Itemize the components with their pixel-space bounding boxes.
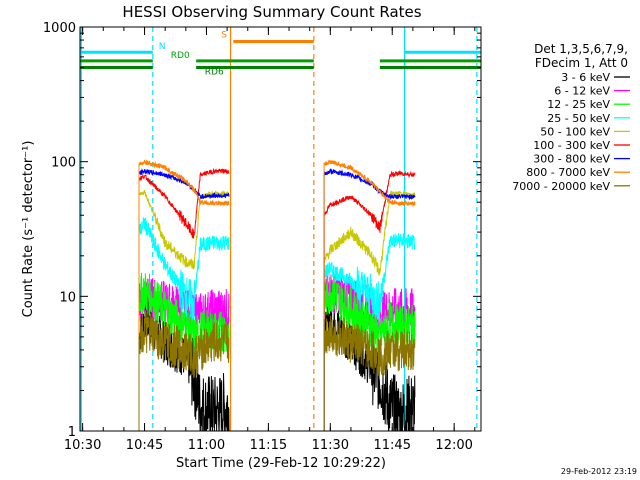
legend-label-4: 25 - 50 keV: [547, 112, 610, 125]
x-axis-label: Start Time (29-Feb-12 10:29:22): [176, 456, 386, 471]
series-5-segment-2: [323, 190, 416, 431]
x-tick-label-1130: 11:30: [312, 438, 349, 453]
chart-title: HESSI Observing Summary Count Rates: [122, 3, 421, 21]
y-tick-label-1000: 1000: [43, 21, 76, 36]
series-4-segment-1: [138, 217, 230, 431]
series-6-segment-2: [323, 170, 416, 431]
legend-label-2: 6 - 12 keV: [554, 85, 610, 98]
y-axis-label: Count Rate (s⁻¹ detector⁻¹): [21, 141, 36, 318]
series-9-segment-1: [138, 310, 230, 431]
x-tick-label-1100: 11:00: [188, 438, 225, 453]
legend-header-line-2: FDecim 1, Att 0: [535, 56, 628, 70]
footer-timestamp: 29-Feb-2012 23:19: [561, 467, 637, 476]
flag-label-s: S: [221, 31, 227, 41]
y-tick-label-100: 100: [51, 156, 76, 171]
series-7-segment-2: [323, 167, 416, 431]
legend-label-8: 800 - 7000 keV: [526, 166, 610, 179]
legend-label-1: 3 - 6 keV: [561, 71, 610, 84]
legend-label-7: 300 - 800 keV: [533, 153, 610, 166]
flag-label-n: N: [159, 42, 166, 52]
series-7-segment-1: [138, 168, 230, 431]
series-9-segment-2: [323, 315, 416, 431]
flag-label-rd0: RD0: [171, 51, 190, 61]
x-tick-label-1145: 11:45: [374, 438, 411, 453]
series-4-segment-2: [323, 232, 416, 431]
legend: Det 1,3,5,6,7,9, FDecim 1, Att 0 3 - 6 k…: [512, 42, 630, 193]
legend-label-5: 50 - 100 keV: [540, 125, 610, 138]
flag-label-rd6: RD6: [205, 68, 224, 78]
x-tick-label-1030: 10:30: [64, 438, 101, 453]
x-tick-label-1045: 10:45: [126, 438, 163, 453]
legend-label-6: 100 - 300 keV: [533, 139, 610, 152]
y-tick-label-1: 1: [68, 425, 76, 440]
legend-label-3: 12 - 25 keV: [547, 98, 610, 111]
legend-header-line-1: Det 1,3,5,6,7,9,: [534, 42, 628, 56]
y-axis: 1 10 100 1000: [43, 21, 481, 440]
series-6-segment-1: [138, 167, 230, 431]
x-tick-label-1200: 12:00: [435, 438, 472, 453]
plot-area: N S RD0 RD6: [80, 27, 481, 432]
series-8-segment-2: [323, 159, 416, 431]
legend-label-9: 7000 - 20000 keV: [512, 180, 610, 193]
y-tick-label-10: 10: [59, 290, 76, 305]
series-8-segment-1: [138, 159, 230, 431]
x-axis: 10:30 10:45 11:00 11:15 11:30 11:45 12:00: [64, 27, 476, 453]
plot-frame: [79, 26, 482, 432]
x-tick-label-1115: 11:15: [250, 438, 287, 453]
